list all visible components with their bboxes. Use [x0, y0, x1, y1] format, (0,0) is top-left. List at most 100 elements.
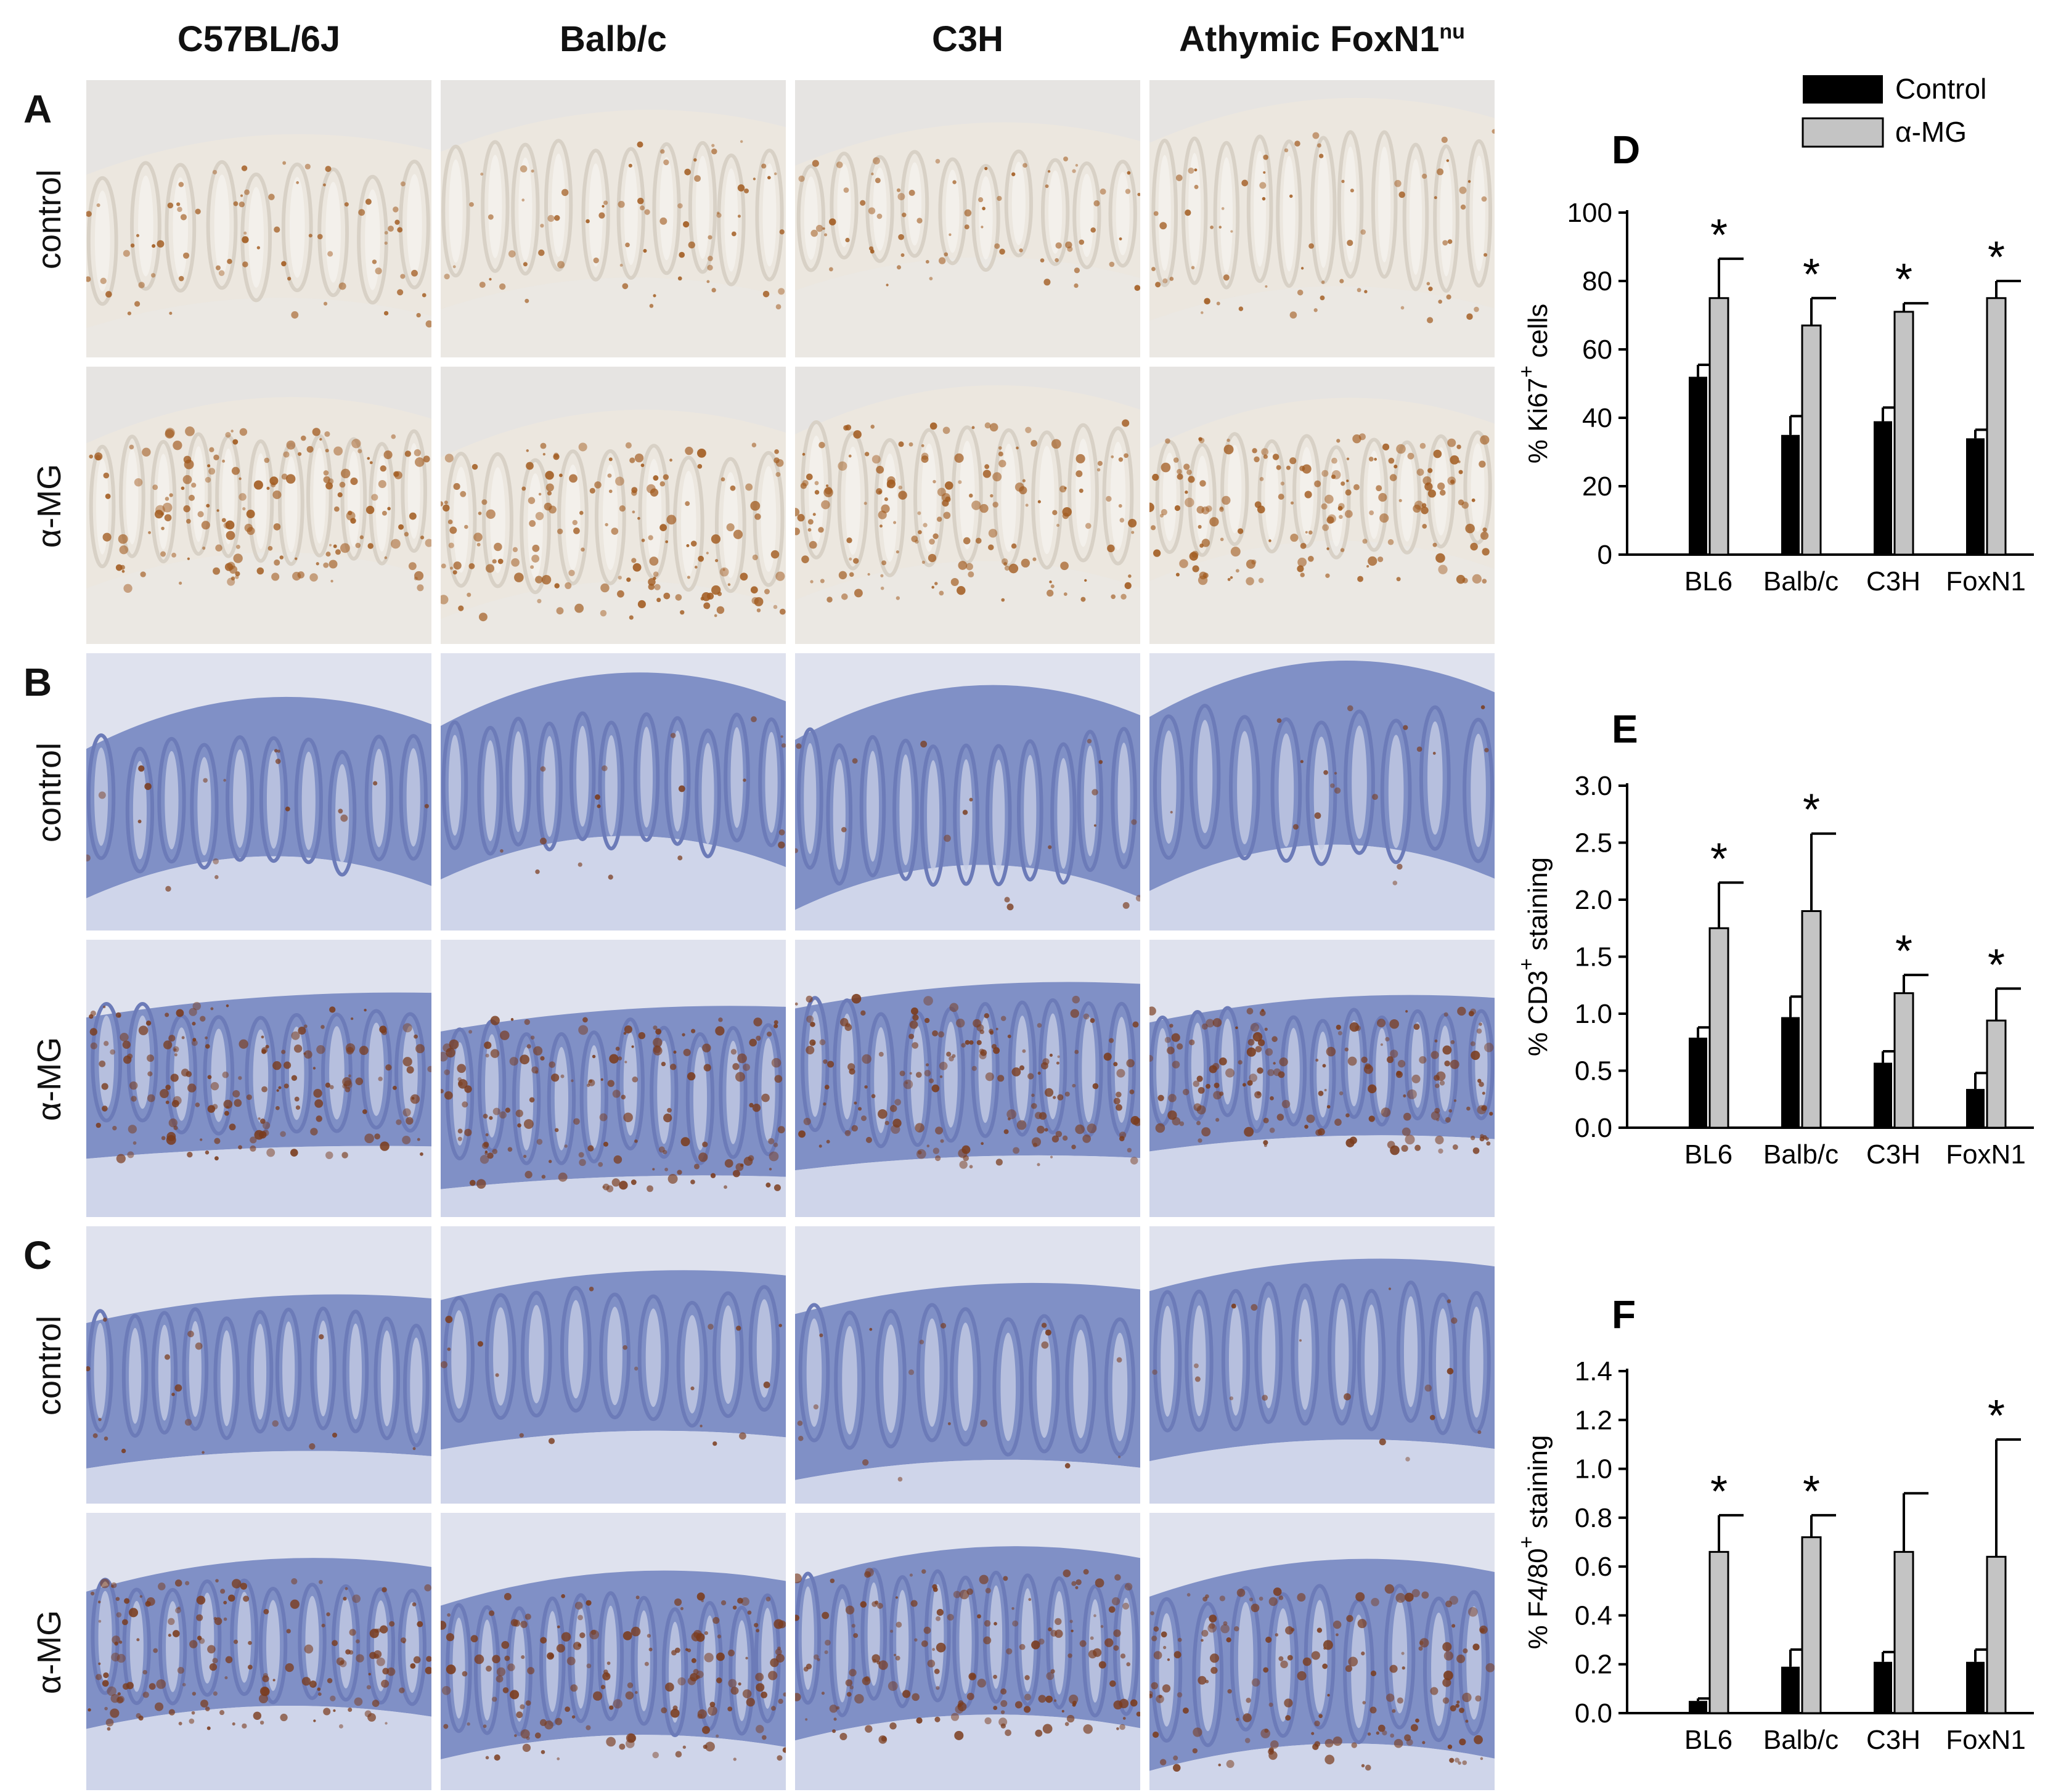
x-tick-label: C3H: [1866, 566, 1920, 597]
y-axis-label-suffix: staining: [1523, 857, 1553, 958]
bar-control: [1781, 1017, 1800, 1128]
micrograph-image: [86, 653, 431, 931]
y-tick-label: 2.0: [1575, 885, 1612, 915]
bar-control: [1966, 1089, 1985, 1128]
column-header-label: Athymic FoxN1: [1179, 19, 1440, 59]
y-axis-label-text: % CD3: [1523, 971, 1553, 1056]
y-tick-label: 60: [1582, 335, 1612, 365]
y-tick-label: 2.5: [1575, 828, 1612, 858]
chart-panel-letter: E: [1612, 707, 1638, 751]
significance-marker: *: [1710, 211, 1728, 260]
chart-panel-letter: F: [1612, 1292, 1636, 1337]
bar-control: [1874, 1661, 1892, 1713]
bar-control: [1874, 1062, 1892, 1128]
x-tick-label: FoxN1: [1946, 1139, 2026, 1170]
x-tick-label: Balb/c: [1763, 1725, 1839, 1755]
panel-letter: B: [23, 660, 52, 704]
y-tick-label: 0.6: [1575, 1552, 1612, 1582]
column-header: C57BL/6J: [86, 18, 431, 60]
chart-panel-letter: D: [1612, 128, 1640, 172]
micrograph-image: [795, 80, 1140, 357]
column-header-label: C57BL/6J: [177, 19, 341, 59]
bar-amg: [1893, 1550, 1914, 1714]
y-tick-label: 0: [1598, 540, 1612, 570]
x-tick-label: Balb/c: [1763, 566, 1839, 597]
y-tick-label: 0.8: [1575, 1503, 1612, 1533]
y-axis-label-text: % Ki67: [1523, 378, 1553, 463]
bar-amg: [1893, 311, 1914, 556]
bar-amg: [1986, 1555, 2007, 1714]
x-tick-label: Balb/c: [1763, 1139, 1839, 1170]
x-tick-label: C3H: [1866, 1725, 1920, 1755]
y-axis-label-suffix: cells: [1523, 304, 1553, 365]
x-tick-label: BL6: [1684, 566, 1732, 597]
bar-control: [1781, 1666, 1800, 1713]
column-header: C3H: [795, 18, 1140, 60]
panel-letter: C: [23, 1233, 52, 1277]
bar-amg: [1708, 297, 1729, 556]
y-tick-label: 80: [1582, 266, 1612, 296]
column-header: Balb/c: [441, 18, 786, 60]
bar-amg: [1708, 1550, 1729, 1714]
significance-marker: *: [1710, 1467, 1728, 1517]
column-header-label: C3H: [931, 19, 1004, 59]
bar-control: [1689, 377, 1707, 555]
y-tick-label: 1.4: [1575, 1356, 1612, 1387]
y-tick-label: 1.5: [1575, 942, 1612, 972]
bar-amg: [1986, 1019, 2007, 1129]
y-axis-label: % CD3+ staining: [1515, 857, 1553, 1056]
y-axis-label-text: % F4/80: [1523, 1548, 1553, 1649]
y-tick-label: 3.0: [1575, 771, 1612, 801]
micrograph-image: [86, 940, 431, 1217]
significance-marker: *: [1988, 940, 2005, 990]
micrograph-image: [441, 80, 786, 357]
x-tick-label: BL6: [1684, 1139, 1732, 1170]
micrograph-image: [795, 940, 1140, 1217]
column-header-label: Balb/c: [559, 19, 667, 59]
micrograph-image: [441, 940, 786, 1217]
micrograph-image: [1149, 653, 1495, 931]
micrograph-image: [86, 80, 431, 357]
micrograph-image: [1149, 940, 1495, 1217]
y-axis-label-superscript: +: [1515, 958, 1538, 971]
micrograph-image: [1149, 1513, 1495, 1790]
y-tick-label: 1.0: [1575, 1454, 1612, 1485]
y-tick-label: 1.0: [1575, 999, 1612, 1029]
micrograph-image: [441, 1226, 786, 1504]
significance-marker: *: [1988, 233, 2005, 282]
bar-amg: [1708, 927, 1729, 1129]
x-tick-label: BL6: [1684, 1725, 1732, 1755]
legend-swatch: [1802, 117, 1884, 148]
bar-control: [1874, 421, 1892, 555]
bar-amg: [1801, 910, 1822, 1129]
y-tick-label: 100: [1567, 198, 1612, 228]
bar-control: [1689, 1037, 1707, 1128]
micrograph-image: [441, 367, 786, 644]
y-tick-label: 0.0: [1575, 1698, 1612, 1729]
y-tick-label: 0.4: [1575, 1600, 1612, 1631]
bar-amg: [1893, 992, 1914, 1129]
y-axis-label: % Ki67+ cells: [1515, 304, 1553, 464]
y-tick-label: 20: [1582, 471, 1612, 502]
x-tick-label: FoxN1: [1946, 1725, 2026, 1755]
legend-label: α-MG: [1895, 116, 1967, 148]
y-tick-label: 1.2: [1575, 1405, 1612, 1435]
bar-amg: [1801, 324, 1822, 556]
legend-swatch: [1803, 75, 1883, 104]
column-header: Athymic FoxN1nu: [1149, 18, 1495, 60]
bar-amg: [1986, 297, 2007, 556]
micrograph-image: [441, 1513, 786, 1790]
micrograph-image: [795, 1226, 1140, 1504]
y-axis-label: % F4/80+ staining: [1515, 1435, 1553, 1650]
bar-control: [1966, 438, 1985, 555]
bar-control: [1781, 434, 1800, 555]
y-axis-label-superscript: +: [1515, 365, 1538, 378]
y-axis-label-superscript: +: [1515, 1536, 1538, 1549]
y-axis-label-suffix: staining: [1523, 1435, 1553, 1536]
micrograph-image: [795, 1513, 1140, 1790]
micrograph-image: [1149, 80, 1495, 357]
micrograph-image: [795, 367, 1140, 644]
significance-marker: *: [1895, 927, 1912, 976]
micrograph-image: [441, 653, 786, 931]
